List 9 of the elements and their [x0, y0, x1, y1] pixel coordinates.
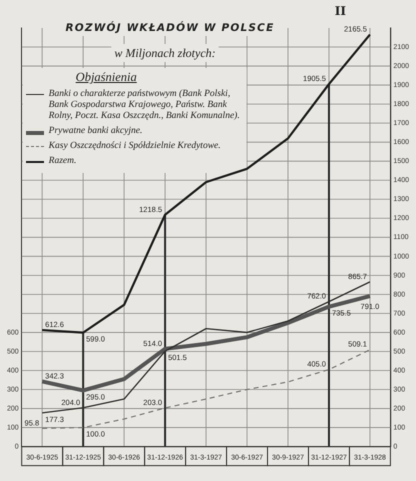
legend-label: Kasy Oszczędności i Spółdzielnie Kredytowe.: [48, 141, 221, 152]
text: w Miljonach złotych:: [114, 46, 216, 60]
line-series: [42, 349, 370, 429]
legend-label: Razem.: [48, 156, 76, 167]
legend-title: Objaśnienia: [76, 70, 138, 85]
text: II: [334, 4, 346, 18]
chart-title: ROZWÓJ WKŁADÓW W POLSCE: [66, 22, 274, 34]
legend-label: Prywatne banki akcyjne.: [48, 126, 142, 137]
legend-label: Banki o charakterze państwowym (Bank Polski, Bank Gospodarstwa Krajowego, Państw. Bank Rolny, Poczt. Kasa Oszczędn., Banki Komunalne).: [48, 89, 241, 122]
